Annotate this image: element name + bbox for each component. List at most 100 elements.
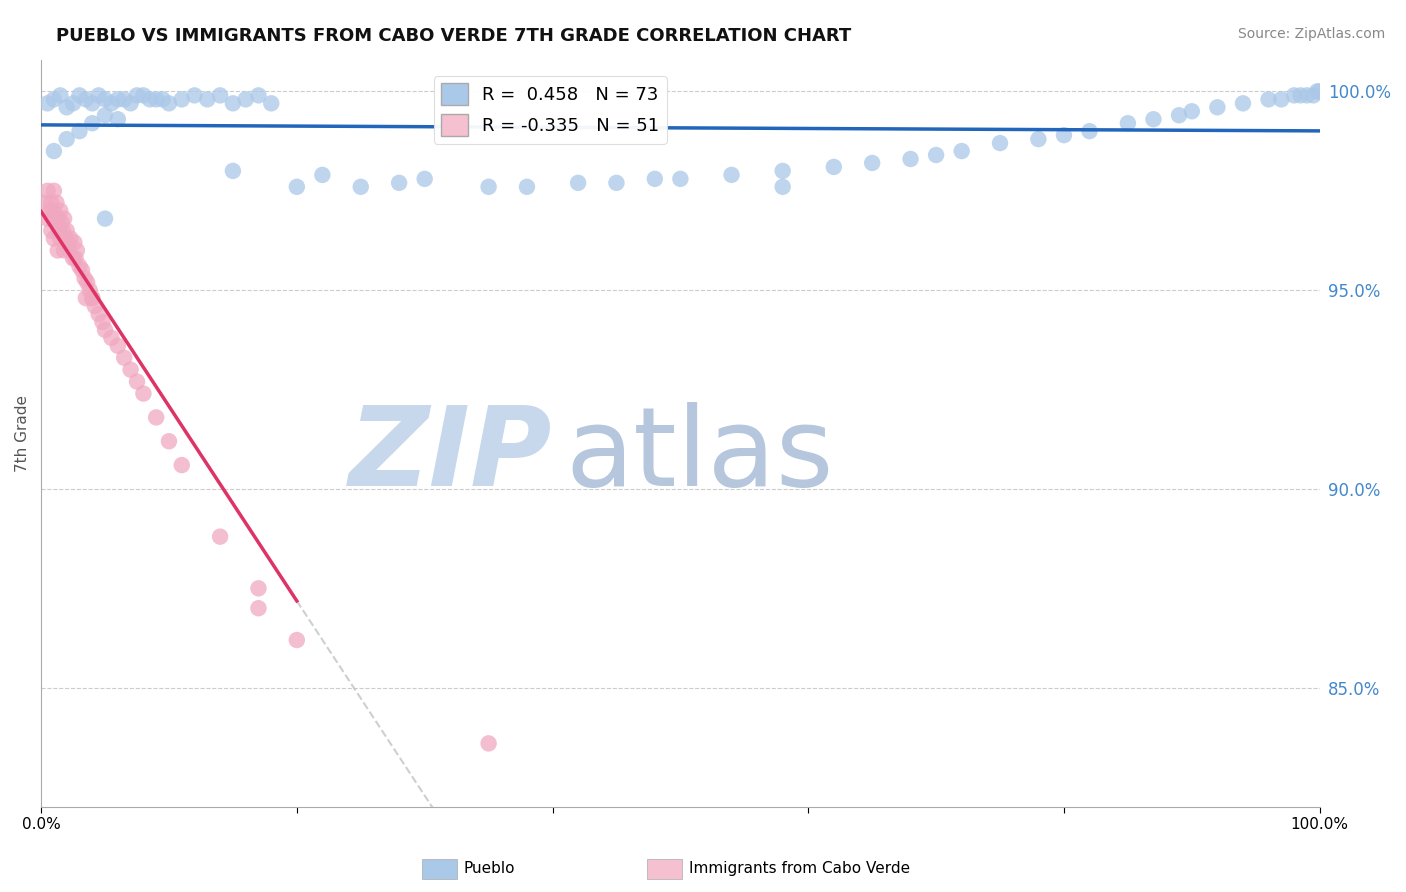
Point [1296,88,1319,103]
Point [51,216,73,230]
Point [823,160,845,174]
Point [62,96,84,111]
Point [260,96,283,111]
Point [145,92,167,106]
Point [55,100,77,114]
Point [83,299,105,313]
Point [53,211,76,226]
Point [82,116,104,130]
Point [988,136,1011,150]
Point [49,88,72,103]
Point [900,152,922,166]
Point [34,195,56,210]
Point [516,179,538,194]
Point [605,176,627,190]
Point [107,92,129,106]
Text: Pueblo: Pueblo [464,862,516,876]
Point [247,601,270,615]
Point [70,263,93,277]
Point [152,92,174,106]
Point [62,252,84,266]
Point [48,223,70,237]
Point [42,92,65,106]
Point [772,179,794,194]
Point [79,283,101,297]
Point [247,582,270,596]
Point [120,96,142,111]
Point [720,168,742,182]
Point [39,203,62,218]
Point [94,211,117,226]
Point [1181,104,1204,119]
Point [75,291,97,305]
Point [644,172,666,186]
Point [1309,84,1331,98]
Point [55,231,77,245]
Point [42,231,65,245]
Point [222,164,245,178]
Point [73,271,96,285]
Point [120,362,142,376]
Point [59,231,82,245]
Point [112,92,135,106]
Text: Immigrants from Cabo Verde: Immigrants from Cabo Verde [689,862,910,876]
Point [49,203,72,218]
Point [1078,124,1101,138]
Text: Source: ZipAtlas.com: Source: ZipAtlas.com [1237,27,1385,41]
Point [94,323,117,337]
Point [100,331,122,345]
Point [222,96,245,111]
Point [1116,116,1139,130]
Point [139,92,162,106]
Point [66,244,89,258]
Point [157,96,180,111]
Point [209,530,232,544]
Text: PUEBLO VS IMMIGRANTS FROM CABO VERDE 7TH GRADE CORRELATION CHART: PUEBLO VS IMMIGRANTS FROM CABO VERDE 7TH… [56,27,852,45]
Point [209,88,232,103]
Point [94,108,117,122]
Point [42,144,65,158]
Point [69,124,91,138]
Point [87,88,110,103]
Point [41,195,63,210]
Point [567,176,589,190]
Point [41,211,63,226]
Point [52,223,75,237]
Point [53,244,76,258]
Point [112,351,135,365]
Point [91,315,114,329]
Point [388,176,411,190]
Point [87,307,110,321]
Point [1257,92,1279,106]
Point [478,736,501,750]
Point [56,235,79,250]
Point [132,88,155,103]
Point [82,291,104,305]
Point [1289,88,1312,103]
Point [69,88,91,103]
Point [195,92,218,106]
Point [1232,96,1254,111]
Point [1206,100,1229,114]
Point [100,96,122,111]
Point [350,179,373,194]
Point [63,235,86,250]
Point [1168,108,1191,122]
Point [157,434,180,449]
Text: atlas: atlas [565,402,834,509]
Y-axis label: 7th Grade: 7th Grade [15,395,30,472]
Point [75,92,97,106]
Point [669,172,692,186]
Point [46,244,69,258]
Point [37,96,59,111]
Point [107,112,129,127]
Point [37,184,59,198]
Point [1302,88,1324,103]
Point [58,244,80,258]
Point [925,148,948,162]
Point [42,203,65,218]
Point [170,92,193,106]
Point [1270,92,1292,106]
Point [1282,88,1305,103]
Point [772,164,794,178]
